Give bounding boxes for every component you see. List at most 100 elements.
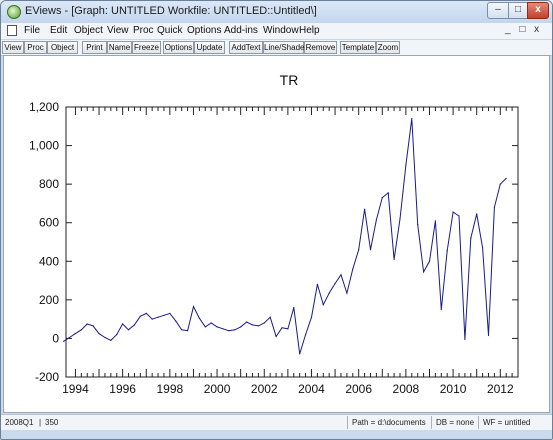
graph-toolbar: View Proc Object Print Name Freeze Optio…: [1, 39, 552, 56]
data-point: [157, 316, 159, 318]
status-date: 2008Q1: [5, 418, 34, 427]
data-point: [63, 340, 65, 342]
data-point: [399, 218, 401, 220]
data-point: [192, 306, 195, 308]
toolbar-object-button[interactable]: Object: [47, 41, 78, 54]
toolbar-print-button[interactable]: Print: [82, 41, 107, 54]
data-point: [216, 326, 218, 328]
status-separator: |: [39, 418, 42, 427]
data-point: [358, 249, 360, 251]
status-bar: 2008Q1 | 350 Path = d:\documents DB = no…: [1, 414, 552, 430]
data-point: [293, 307, 295, 309]
x-tick-label: 1994: [62, 382, 89, 396]
data-point: [305, 334, 307, 336]
y-tick-label: 200: [39, 293, 59, 307]
menu-help[interactable]: Help: [299, 25, 320, 36]
status-observation: 350: [45, 418, 59, 427]
data-point: [434, 220, 436, 222]
data-point: [499, 183, 501, 185]
title-bar[interactable]: EViews - [Graph: UNTITLED Workfile: UNTI…: [1, 1, 552, 23]
data-point: [346, 292, 348, 294]
data-point: [204, 326, 206, 328]
data-point: [299, 353, 301, 355]
data-point: [169, 312, 171, 314]
data-point: [487, 334, 490, 337]
data-point: [210, 322, 212, 324]
data-point: [464, 338, 466, 340]
data-point: [458, 215, 460, 217]
status-path[interactable]: Path = d:\documents: [352, 418, 426, 427]
window-title: EViews - [Graph: UNTITLED Workfile: UNTI…: [25, 5, 317, 17]
toolbar-view-button[interactable]: View: [2, 41, 24, 54]
data-point: [240, 326, 242, 328]
data-point: [340, 274, 342, 276]
menu-edit[interactable]: Edit: [50, 25, 68, 36]
data-point: [116, 334, 118, 336]
y-tick-label: 1,200: [29, 100, 59, 114]
data-point: [381, 197, 383, 199]
data-point: [281, 327, 283, 329]
toolbar-line-shade-button[interactable]: Line/Shade: [263, 41, 305, 54]
data-point: [493, 206, 495, 208]
data-point: [139, 315, 141, 317]
data-point: [352, 268, 354, 270]
data-point: [122, 323, 124, 325]
toolbar-freeze-button[interactable]: Freeze: [132, 41, 161, 54]
toolbar-remove-button[interactable]: Remove: [304, 41, 337, 54]
menu-view[interactable]: View: [107, 25, 129, 36]
toolbar-template-button[interactable]: Template: [340, 41, 376, 54]
close-button[interactable]: x: [527, 2, 549, 19]
data-point: [440, 308, 442, 311]
document-window-icon[interactable]: [7, 25, 17, 36]
x-tick-label: 1998: [157, 382, 184, 396]
toolbar-options-button[interactable]: Options: [163, 41, 194, 54]
toolbar-proc-button[interactable]: Proc: [24, 41, 47, 54]
status-workfile[interactable]: WF = untitled: [483, 418, 531, 427]
data-point: [92, 325, 94, 327]
x-tick-label: 2006: [345, 382, 372, 396]
data-point: [405, 164, 407, 166]
data-point: [316, 283, 318, 285]
data-point: [68, 336, 71, 339]
graph-area[interactable]: TR -200 0 200 400 600 800 1,000 1,200 1994 1996 1…: [3, 55, 550, 413]
y-tick-label: 400: [39, 254, 59, 268]
menu-options[interactable]: Options: [187, 25, 222, 36]
x-tick-label: 2000: [204, 382, 231, 396]
status-divider: [478, 416, 479, 429]
data-point: [74, 333, 76, 335]
menu-bar: File Edit Object View Proc Quick Options…: [1, 23, 552, 39]
data-point: [452, 211, 454, 213]
minimize-button[interactable]: –: [487, 2, 509, 19]
data-point: [364, 208, 366, 210]
status-db[interactable]: DB = none: [436, 418, 475, 427]
data-point: [470, 237, 472, 239]
data-point: [334, 282, 336, 285]
data-point: [275, 335, 277, 338]
toolbar-zoom-button[interactable]: Zoom: [376, 41, 400, 54]
menu-quick[interactable]: Quick: [157, 25, 183, 36]
child-window-controls[interactable]: _ □ x: [505, 24, 543, 35]
toolbar-addtext-button[interactable]: AddText: [229, 41, 263, 54]
menu-object[interactable]: Object: [74, 25, 103, 36]
data-point: [287, 328, 289, 330]
data-point: [263, 322, 265, 324]
menu-file[interactable]: File: [24, 25, 41, 36]
maximize-button[interactable]: □: [508, 2, 528, 19]
data-point: [198, 317, 200, 319]
data-point: [476, 213, 478, 215]
data-point: [369, 249, 372, 251]
y-axis: -200 0 200 400 600 800 1,000 1,200: [29, 100, 518, 384]
toolbar-name-button[interactable]: Name: [107, 41, 132, 54]
menu-add-ins[interactable]: Add-ins: [224, 25, 258, 36]
x-tick-label: 2010: [440, 382, 467, 396]
menu-window[interactable]: Window: [263, 25, 299, 36]
data-point: [151, 318, 153, 320]
series-points: [63, 118, 507, 355]
data-point: [505, 177, 507, 179]
data-point: [251, 324, 254, 326]
data-point: [98, 333, 100, 335]
toolbar-update-button[interactable]: Update: [194, 41, 225, 54]
menu-proc[interactable]: Proc: [133, 25, 154, 36]
